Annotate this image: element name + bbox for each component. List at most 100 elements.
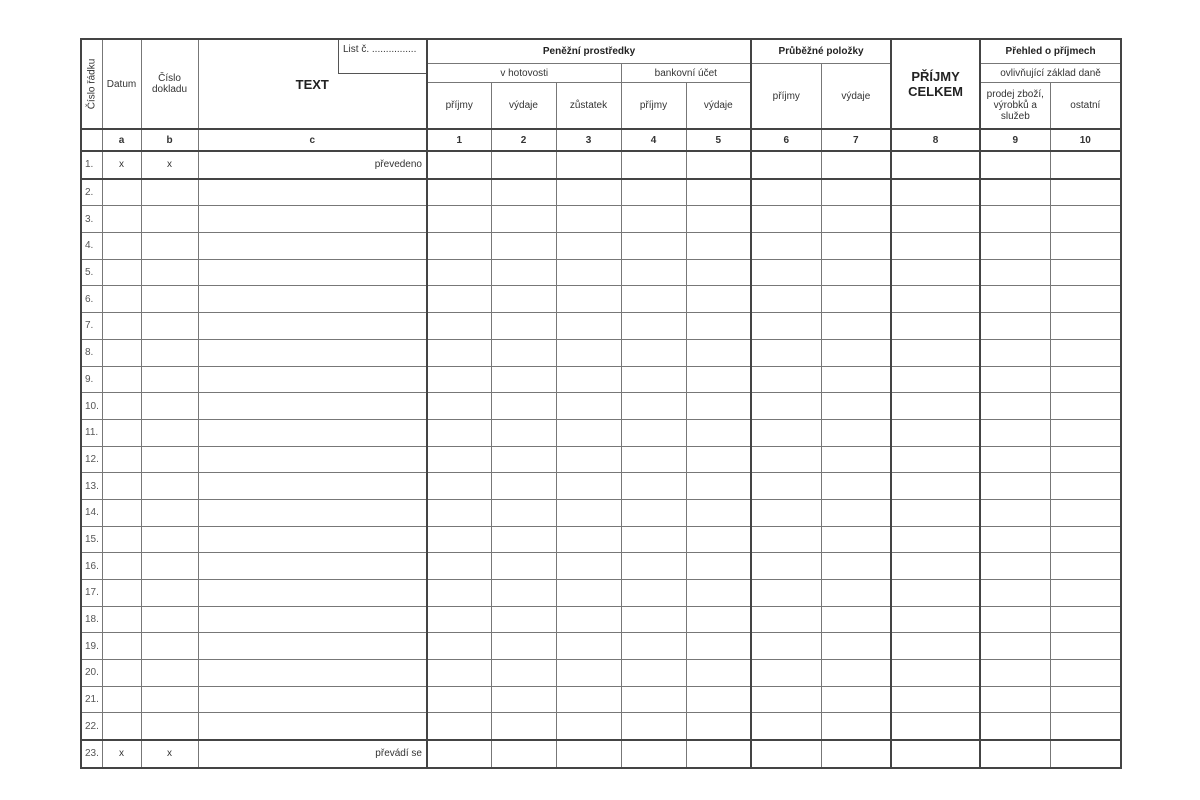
amount-cell[interactable] <box>820 205 893 234</box>
amount-cell[interactable] <box>426 552 492 580</box>
amount-cell[interactable] <box>979 445 1051 474</box>
amount-cell[interactable] <box>426 472 492 500</box>
text-cell[interactable] <box>197 418 428 447</box>
amount-cell[interactable] <box>426 285 492 314</box>
amount-cell[interactable] <box>1049 232 1122 260</box>
doc-number-cell[interactable] <box>140 498 199 527</box>
amount-cell[interactable] <box>890 445 982 474</box>
amount-cell[interactable] <box>620 685 687 714</box>
amount-cell[interactable] <box>890 472 982 500</box>
amount-cell[interactable] <box>750 178 822 207</box>
text-cell[interactable] <box>197 552 428 580</box>
doc-number-cell[interactable] <box>140 258 199 287</box>
text-cell[interactable] <box>197 605 428 634</box>
amount-cell[interactable] <box>890 232 982 260</box>
amount-cell[interactable] <box>555 685 622 714</box>
text-cell[interactable] <box>197 232 428 260</box>
amount-cell[interactable] <box>750 365 822 394</box>
amount-cell[interactable] <box>820 498 893 527</box>
amount-cell[interactable] <box>820 739 893 769</box>
amount-cell[interactable] <box>1049 150 1122 180</box>
text-cell[interactable] <box>197 178 428 207</box>
amount-cell[interactable] <box>820 285 893 314</box>
amount-cell[interactable] <box>426 205 492 234</box>
amount-cell[interactable] <box>890 285 982 314</box>
amount-cell[interactable] <box>685 338 753 367</box>
amount-cell[interactable] <box>750 552 822 580</box>
amount-cell[interactable] <box>555 285 622 314</box>
amount-cell[interactable] <box>426 418 492 447</box>
amount-cell[interactable] <box>750 445 822 474</box>
amount-cell[interactable] <box>890 205 982 234</box>
amount-cell[interactable] <box>890 525 982 554</box>
amount-cell[interactable] <box>426 392 492 420</box>
amount-cell[interactable] <box>820 338 893 367</box>
amount-cell[interactable] <box>979 685 1051 714</box>
text-cell[interactable]: převedeno <box>197 150 428 180</box>
text-cell[interactable] <box>197 712 428 741</box>
amount-cell[interactable] <box>890 258 982 287</box>
amount-cell[interactable] <box>820 472 893 500</box>
text-cell[interactable] <box>197 472 428 500</box>
amount-cell[interactable] <box>555 365 622 394</box>
amount-cell[interactable] <box>979 232 1051 260</box>
amount-cell[interactable] <box>685 178 753 207</box>
amount-cell[interactable] <box>685 392 753 420</box>
amount-cell[interactable] <box>555 392 622 420</box>
amount-cell[interactable] <box>490 205 557 234</box>
amount-cell[interactable] <box>750 285 822 314</box>
date-cell[interactable] <box>101 312 142 340</box>
amount-cell[interactable] <box>979 365 1051 394</box>
amount-cell[interactable] <box>1049 365 1122 394</box>
amount-cell[interactable] <box>426 258 492 287</box>
doc-number-cell[interactable] <box>140 365 199 394</box>
amount-cell[interactable] <box>979 525 1051 554</box>
amount-cell[interactable] <box>820 685 893 714</box>
amount-cell[interactable] <box>890 632 982 661</box>
doc-number-cell[interactable] <box>140 232 199 260</box>
amount-cell[interactable] <box>1049 685 1122 714</box>
amount-cell[interactable] <box>1049 498 1122 527</box>
date-cell[interactable] <box>101 712 142 741</box>
amount-cell[interactable] <box>426 659 492 687</box>
amount-cell[interactable] <box>750 659 822 687</box>
amount-cell[interactable] <box>820 605 893 634</box>
amount-cell[interactable] <box>490 659 557 687</box>
date-cell[interactable] <box>101 285 142 314</box>
amount-cell[interactable] <box>685 150 753 180</box>
amount-cell[interactable] <box>490 552 557 580</box>
amount-cell[interactable] <box>890 659 982 687</box>
amount-cell[interactable] <box>426 150 492 180</box>
amount-cell[interactable] <box>620 579 687 607</box>
amount-cell[interactable] <box>890 579 982 607</box>
amount-cell[interactable] <box>685 685 753 714</box>
amount-cell[interactable] <box>620 285 687 314</box>
amount-cell[interactable] <box>890 552 982 580</box>
amount-cell[interactable] <box>979 150 1051 180</box>
doc-number-cell[interactable]: x <box>140 150 199 180</box>
amount-cell[interactable] <box>979 418 1051 447</box>
date-cell[interactable] <box>101 232 142 260</box>
amount-cell[interactable] <box>685 525 753 554</box>
amount-cell[interactable] <box>555 445 622 474</box>
amount-cell[interactable] <box>555 232 622 260</box>
amount-cell[interactable] <box>555 178 622 207</box>
amount-cell[interactable] <box>820 712 893 741</box>
amount-cell[interactable] <box>890 392 982 420</box>
date-cell[interactable] <box>101 365 142 394</box>
doc-number-cell[interactable] <box>140 285 199 314</box>
amount-cell[interactable] <box>820 659 893 687</box>
sheet-number-field[interactable]: List č. ................ <box>338 40 425 74</box>
amount-cell[interactable] <box>490 258 557 287</box>
amount-cell[interactable] <box>490 418 557 447</box>
amount-cell[interactable] <box>820 365 893 394</box>
amount-cell[interactable] <box>620 312 687 340</box>
amount-cell[interactable] <box>426 338 492 367</box>
amount-cell[interactable] <box>820 232 893 260</box>
date-cell[interactable] <box>101 605 142 634</box>
amount-cell[interactable] <box>490 312 557 340</box>
text-cell[interactable] <box>197 312 428 340</box>
amount-cell[interactable] <box>820 445 893 474</box>
doc-number-cell[interactable] <box>140 445 199 474</box>
amount-cell[interactable] <box>620 150 687 180</box>
